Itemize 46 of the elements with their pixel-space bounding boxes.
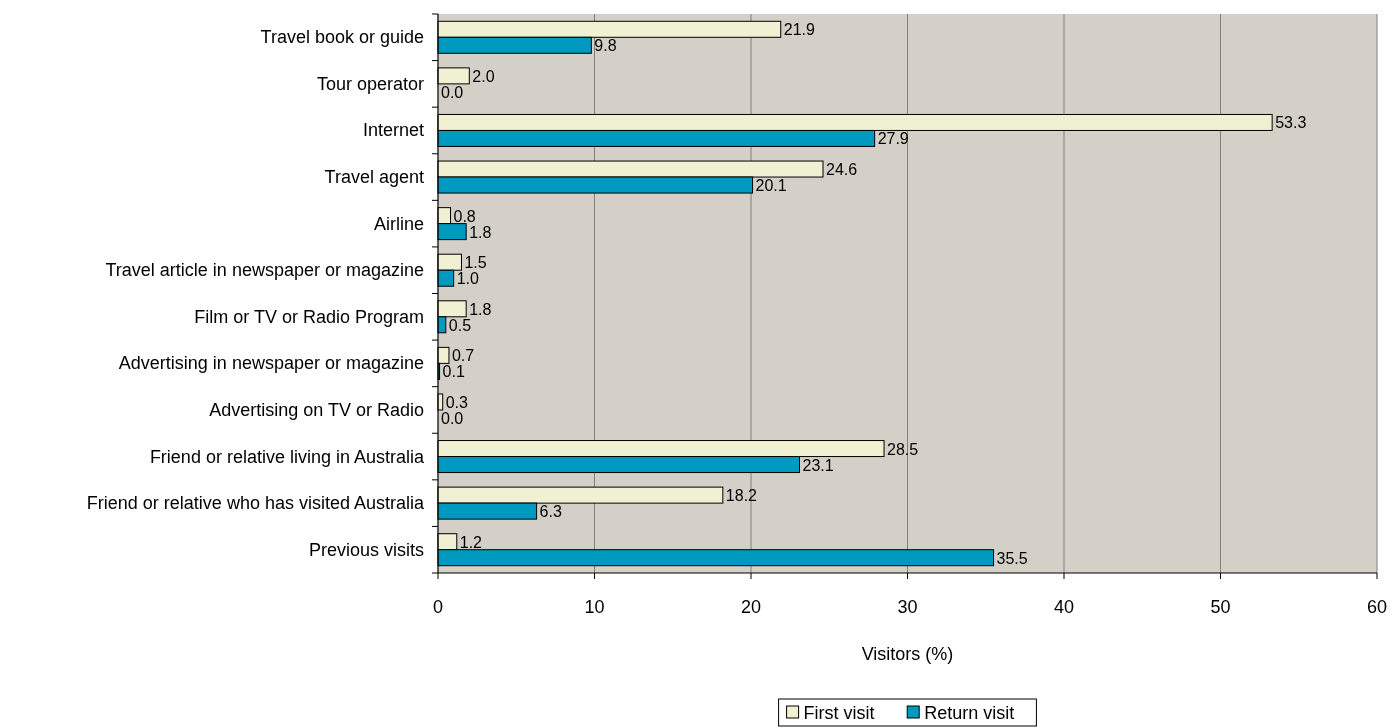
x-tick-label: 0 [432,597,444,617]
data-label: 1.8 [469,300,492,318]
y-tick-label: Advertising in newspaper or magazine [118,353,424,374]
x-tick-label: 40 [1053,597,1075,617]
data-label: 1.8 [469,223,492,241]
y-tick-label: Tour operator [316,73,424,94]
y-tick-label: Friend or relative who has visited Australia [86,493,425,514]
data-label: 1.0 [456,270,479,288]
data-label: 2.0 [472,67,495,85]
data-label: 6.3 [539,503,562,521]
data-label: 20.1 [755,177,787,195]
data-label: 53.3 [1275,114,1307,132]
legend-label: Return visit [924,703,1015,723]
data-label: 0.1 [442,363,465,381]
y-tick-label: Airline [373,213,424,234]
data-label: 28.5 [887,440,919,458]
data-label: 0.3 [445,393,469,411]
data-label: 0.5 [448,316,472,334]
y-tick-label: Previous visits [308,539,424,560]
data-label: 0.0 [441,83,464,101]
x-axis-title: Visitors (%) [861,644,954,664]
y-tick-label: Advertising on TV or Radio [209,399,424,420]
data-label: 0.7 [451,347,475,365]
x-tick-label: 10 [584,597,605,617]
y-tick-label: Travel agent [324,167,424,188]
data-label: 35.5 [996,549,1028,567]
legend-label: First visit [803,703,875,723]
data-label: 18.2 [725,487,758,505]
data-label: 1.2 [459,533,483,551]
data-label: 27.9 [877,130,909,148]
data-label: 1.5 [464,254,487,272]
x-tick-label: 50 [1210,597,1231,617]
data-label: 23.1 [802,456,834,474]
y-tick-label: Internet [362,120,424,141]
y-tick-label: Film or TV or Radio Program [194,306,424,327]
x-tick-label: 30 [897,597,918,617]
data-label: 21.9 [783,21,815,39]
data-label: 0.8 [453,207,476,225]
x-tick-label: 60 [1366,597,1388,617]
y-tick-label: Travel book or guide [260,27,424,48]
data-label: 9.8 [594,37,617,55]
data-label: 0.0 [441,409,464,427]
y-tick-label: Travel article in newspaper or magazine [105,260,424,281]
y-tick-label: Friend or relative living in Australia [149,446,425,467]
x-tick-label: 20 [740,597,762,617]
data-label: 24.6 [825,161,858,179]
